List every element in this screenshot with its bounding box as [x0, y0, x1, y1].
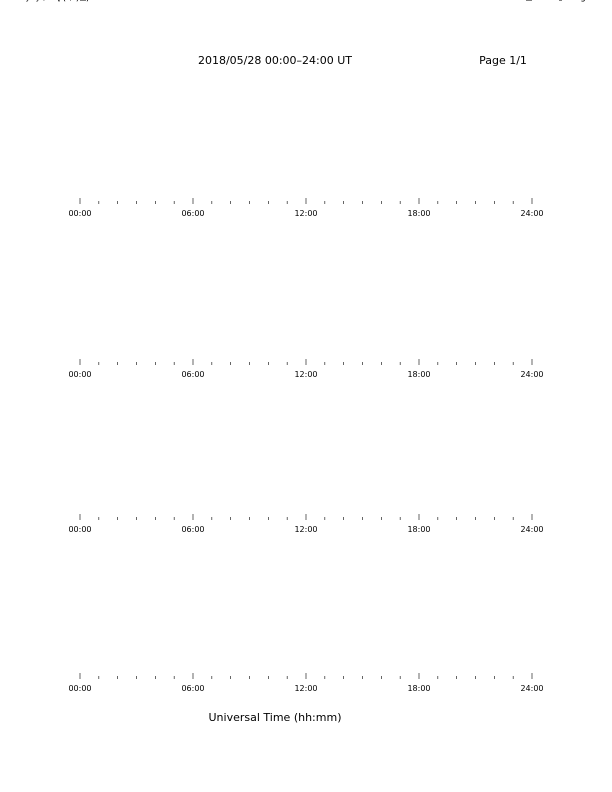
bx-spectrogram-panel: 00:0006:0012:0018:0024:000.00.20.40.60.8… [13, 0, 612, 379]
x-tick-label: 06:00 [181, 209, 204, 218]
y-tick-label: 0.2 [63, 0, 76, 2]
x-tick-label: 12:00 [294, 209, 317, 218]
y-tick-label: -0.2 [60, 0, 76, 2]
y-tick-label: 0.0 [63, 0, 76, 2]
x-tick-label: 18:00 [407, 209, 430, 218]
x-tick-label: 24:00 [520, 209, 543, 218]
page-indicator: Page 1/1 [479, 54, 527, 67]
y-tick-label: 0.1 [63, 0, 76, 2]
y-axis-label: SPA Bx dB/dt (nT/sec) [3, 0, 90, 2]
y-tick-label: -0.1 [60, 0, 76, 2]
x-tick-label: 00:00 [68, 209, 91, 218]
bx-timeseries-panel: 00:00 06:00 12:00 18:00 24:00 -0.2-0.10.00.10… [3, 0, 544, 218]
figure-title: 2018/05/28 00:00–24:00 UT [198, 54, 352, 67]
